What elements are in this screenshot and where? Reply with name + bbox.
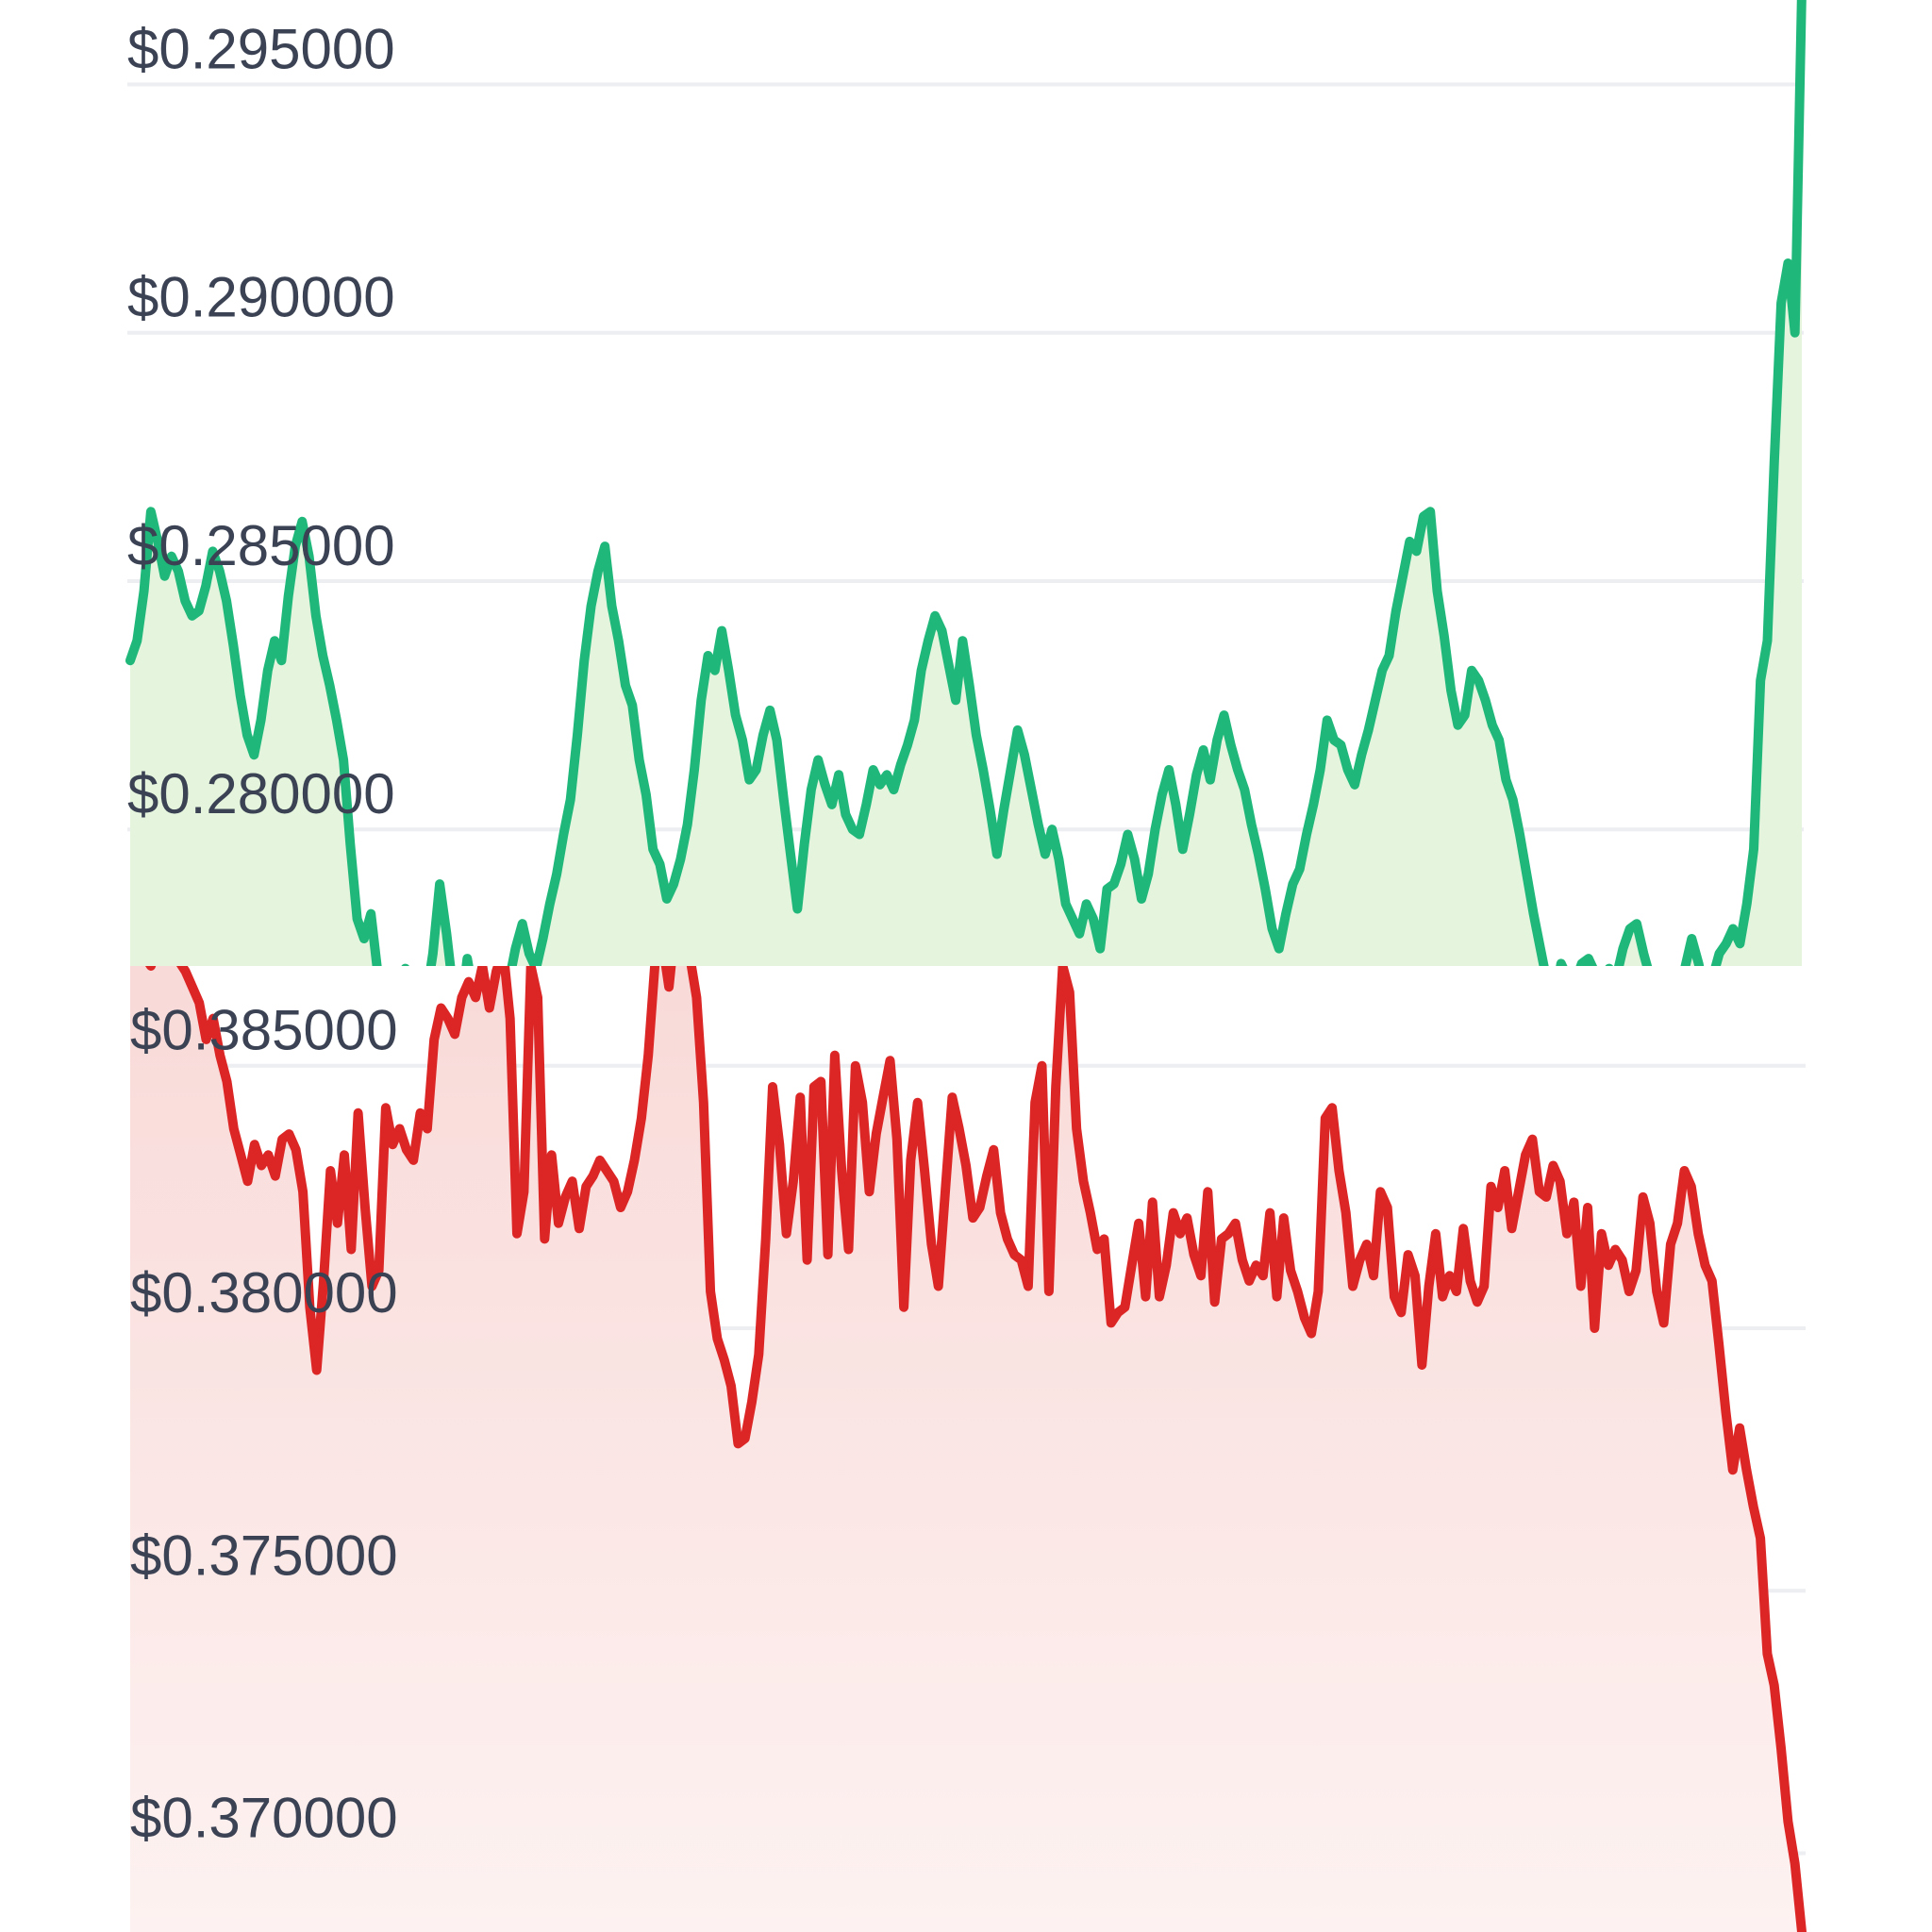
y-axis-tick-labels: $0.385000 $0.380000 $0.375000 $0.370000 [130, 999, 398, 1850]
y-tick-label: $0.375000 [130, 1524, 398, 1587]
price-chart-up: $0.295000 $0.290000 $0.285000 $0.280000 [125, 0, 1807, 966]
y-tick-label: $0.385000 [130, 999, 398, 1062]
y-tick-label: $0.280000 [127, 762, 395, 825]
series-area-fill [130, 0, 1802, 966]
series-line [144, 966, 1807, 1932]
y-tick-label: $0.380000 [130, 1261, 398, 1324]
y-tick-label: $0.295000 [127, 18, 395, 81]
y-tick-label: $0.290000 [127, 266, 395, 329]
y-axis-tick-labels: $0.295000 $0.290000 $0.285000 $0.280000 [127, 18, 395, 826]
y-tick-label: $0.285000 [127, 514, 395, 577]
y-tick-label: $0.370000 [130, 1787, 398, 1850]
price-chart-down: $0.385000 $0.380000 $0.375000 $0.370000 [0, 966, 1932, 1932]
series-line [125, 0, 1807, 966]
